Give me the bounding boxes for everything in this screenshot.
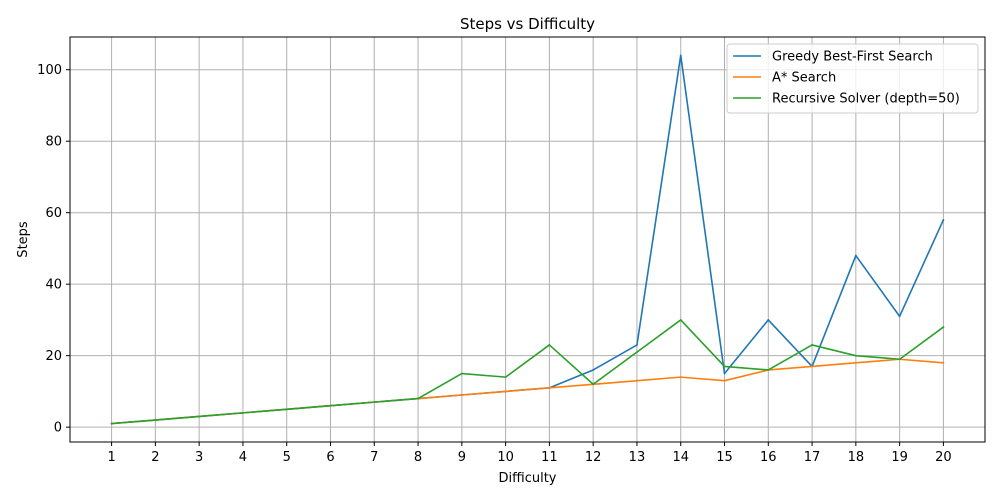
x-tick-label: 1 xyxy=(107,450,115,465)
legend: Greedy Best-First Search A* Search Recursi… xyxy=(726,43,979,114)
data-point xyxy=(417,397,419,400)
data-point xyxy=(811,365,813,368)
x-tick-label: 16 xyxy=(760,450,777,465)
data-point xyxy=(504,390,507,393)
data-point xyxy=(723,372,726,375)
data-point xyxy=(767,369,770,371)
data-point xyxy=(636,379,638,382)
x-tick-label: 13 xyxy=(629,450,646,465)
data-point xyxy=(636,344,638,346)
data-point xyxy=(767,319,770,321)
y-axis-label: Steps xyxy=(16,221,31,258)
y-tick-label: 80 xyxy=(45,135,62,150)
x-tick-label: 5 xyxy=(283,450,291,465)
data-point xyxy=(373,401,376,404)
data-point xyxy=(679,376,682,379)
data-point xyxy=(723,379,726,382)
data-point xyxy=(460,372,463,375)
x-tick-label: 11 xyxy=(541,450,558,465)
x-tick-label: 15 xyxy=(716,450,733,465)
data-point xyxy=(154,419,157,421)
legend-label: A* Search xyxy=(772,71,836,86)
grid xyxy=(70,37,985,442)
chart-title: Steps vs Difficulty xyxy=(460,15,595,33)
data-point xyxy=(679,319,682,321)
plot-frame xyxy=(69,36,986,443)
x-tick-label: 8 xyxy=(414,450,422,465)
y-tick-label: 20 xyxy=(45,349,62,364)
legend-label: Recursive Solver (depth=50) xyxy=(772,92,960,107)
data-point xyxy=(898,315,901,318)
data-point xyxy=(504,376,507,379)
data-point xyxy=(285,408,288,411)
data-point xyxy=(898,358,901,361)
x-tick-label: 6 xyxy=(326,450,334,465)
series-lines xyxy=(110,54,945,425)
x-tick-label: 10 xyxy=(497,450,514,465)
y-tick-label: 60 xyxy=(45,206,62,221)
x-tick-label: 20 xyxy=(935,450,952,465)
data-point xyxy=(242,411,244,414)
x-axis-label: Difficulty xyxy=(499,471,557,486)
series-line-3 xyxy=(111,319,944,425)
legend-label: Greedy Best-First Search xyxy=(772,50,933,65)
data-point xyxy=(592,383,595,386)
data-point xyxy=(942,361,945,364)
data-point xyxy=(723,365,726,368)
x-tick-label: 9 xyxy=(458,450,466,465)
x-tick-label: 14 xyxy=(672,450,689,465)
data-point xyxy=(942,326,945,328)
x-tick-label: 17 xyxy=(804,450,821,465)
data-point xyxy=(110,422,113,425)
x-axis: 1 2 3 4 5 6 7 8 9 10 11 12 13 14 15 16 17 18 19 20 xyxy=(107,442,952,465)
x-tick-label: 7 xyxy=(370,450,378,465)
x-tick-label: 18 xyxy=(848,450,865,465)
data-point xyxy=(636,351,638,353)
y-tick-label: 0 xyxy=(54,421,62,436)
y-tick-label: 100 xyxy=(37,63,62,78)
data-point xyxy=(854,254,857,257)
x-tick-label: 3 xyxy=(195,450,203,465)
data-point xyxy=(854,354,857,357)
x-tick-label: 12 xyxy=(585,450,602,465)
x-tick-label: 19 xyxy=(891,450,908,465)
data-point xyxy=(592,369,595,371)
data-point xyxy=(942,218,945,221)
data-point xyxy=(811,344,813,346)
x-tick-label: 4 xyxy=(239,450,247,465)
x-tick-label: 2 xyxy=(151,450,159,465)
legend-box xyxy=(726,43,979,114)
data-point xyxy=(548,344,551,346)
data-point xyxy=(854,361,857,364)
data-point xyxy=(329,404,332,407)
data-point xyxy=(548,386,551,389)
data-point xyxy=(679,54,682,57)
data-point xyxy=(460,394,463,396)
y-tick-label: 40 xyxy=(45,278,62,293)
data-point xyxy=(198,415,201,418)
y-axis: 0 20 40 60 80 100 xyxy=(37,63,70,436)
